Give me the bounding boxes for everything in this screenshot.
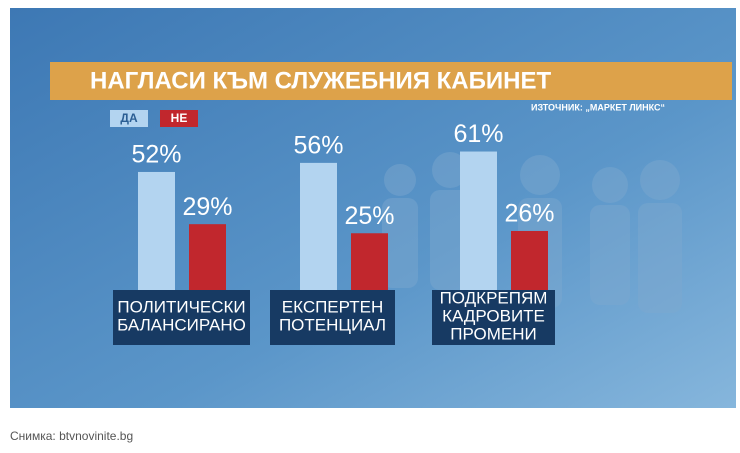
- category-line: ПОДКРЕПЯМ: [440, 289, 548, 308]
- bar: [300, 162, 337, 290]
- value-label: 25%: [344, 202, 394, 230]
- value-label: 61%: [453, 120, 503, 148]
- chart-title: НАГЛАСИ КЪМ СЛУЖЕБНИЯ КАБИНЕТ: [90, 67, 551, 94]
- category-box: [270, 290, 395, 345]
- category-line: БАЛАНСИРАНО: [117, 316, 246, 335]
- category-line: ПОЛИТИЧЕСКИ: [117, 298, 245, 317]
- value-label: 29%: [182, 193, 232, 221]
- legend-swatch: [110, 110, 148, 127]
- legend-label: ДА: [120, 111, 138, 125]
- category-label: ПОДКРЕПЯМ КАДРОВИТЕ ПРОМЕНИ: [440, 289, 548, 344]
- bar: [511, 230, 548, 290]
- source: ИЗТОЧНИК: „МАРКЕТ ЛИНКС“: [531, 102, 665, 112]
- value-label: 52%: [131, 141, 181, 169]
- legend-label: НЕ: [171, 111, 188, 125]
- category-line: ПОТЕНЦИАЛ: [279, 316, 386, 335]
- category-box: [432, 290, 555, 345]
- category-line: КАДРОВИТЕ: [442, 307, 545, 326]
- category-label: ПОЛИТИЧЕСКИ БАЛАНСИРАНО: [117, 298, 246, 335]
- value-label: 26%: [504, 200, 554, 228]
- category-label: ЕКСПЕРТЕН ПОТЕНЦИАЛ: [279, 298, 386, 335]
- legend-swatch: [160, 110, 198, 127]
- bar: [460, 151, 497, 290]
- category-line: ЕКСПЕРТЕН: [282, 298, 383, 317]
- category-line: ПРОМЕНИ: [450, 325, 536, 344]
- bar: [189, 224, 226, 290]
- title-bar: [50, 62, 732, 100]
- bar: [351, 233, 388, 290]
- category-box: [113, 290, 250, 345]
- value-label: 56%: [293, 131, 343, 159]
- bar: [138, 171, 175, 290]
- caption: Снимка: btvnovinite.bg: [10, 429, 133, 443]
